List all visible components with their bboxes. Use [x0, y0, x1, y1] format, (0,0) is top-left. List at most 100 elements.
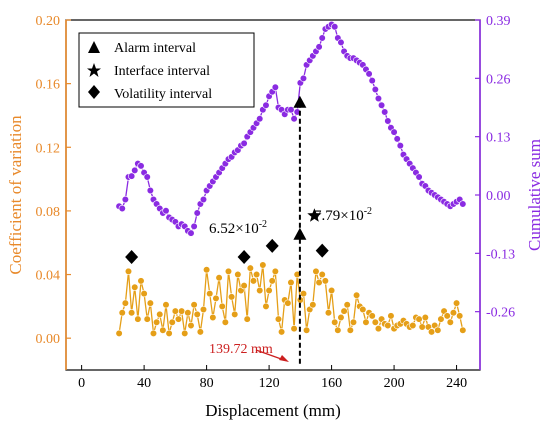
cv-point	[427, 328, 436, 336]
x-tick-label: 160	[321, 376, 342, 391]
interval-markers	[125, 95, 329, 265]
series-coefficient-of-variation	[115, 261, 467, 338]
cv-point	[240, 282, 248, 290]
cv-point	[343, 301, 351, 309]
cv-point	[143, 315, 151, 323]
cv-point	[449, 309, 458, 317]
cv-point	[184, 309, 192, 317]
cusum-point	[459, 200, 467, 208]
cv-point	[243, 315, 251, 323]
cv-point	[121, 299, 129, 307]
cusum-point	[143, 173, 151, 181]
cv-point	[346, 326, 354, 334]
cv-point	[299, 290, 308, 298]
cv-point	[224, 267, 233, 275]
cv-point	[284, 299, 292, 307]
cusum-point	[371, 85, 379, 94]
y-left-tick-label: 0.04	[36, 269, 61, 284]
series-cumulative-sum	[115, 20, 467, 237]
y-right-tick-label: -0.26	[486, 306, 515, 321]
cv-point	[418, 323, 426, 331]
diamond-marker	[265, 238, 279, 253]
cusum-point	[193, 209, 201, 217]
cv-point	[174, 315, 183, 323]
cv-point	[156, 310, 164, 318]
legend-label-volatility: Volatility interval	[114, 87, 212, 102]
cv-point	[134, 315, 142, 323]
cv-point	[259, 261, 267, 269]
x-tick-label: 0	[78, 376, 85, 391]
cv-point	[178, 307, 186, 315]
cusum-point	[240, 139, 248, 147]
cv-point	[302, 326, 311, 334]
cusum-point	[146, 186, 154, 195]
cv-point	[274, 315, 283, 323]
cv-point	[415, 315, 423, 323]
cv-point	[456, 312, 464, 320]
cusum-point	[315, 43, 323, 51]
cv-point	[352, 291, 361, 299]
cv-point	[287, 278, 295, 287]
cv-point	[131, 283, 139, 291]
legend-label-alarm: Alarm interval	[114, 41, 196, 56]
y-right-tick-label: 0.39	[486, 14, 511, 29]
cv-point	[118, 309, 126, 317]
cv-point	[409, 321, 417, 330]
cv-point	[384, 321, 392, 330]
legend-triangle-icon	[88, 41, 100, 53]
cusum-point	[162, 207, 170, 215]
x-axis-label: Displacement (mm)	[205, 401, 341, 420]
cv-point	[162, 301, 170, 309]
cusum-point	[365, 70, 373, 78]
cv-point	[153, 318, 161, 326]
cv-point	[371, 318, 379, 326]
cv-point	[193, 310, 201, 318]
cv-point	[221, 318, 229, 326]
x-axis-ticks: 0 40 80 120 160 200 240	[78, 365, 467, 391]
cv-point	[256, 286, 264, 295]
diamond-marker	[315, 243, 329, 258]
cv-point	[327, 286, 336, 295]
x-tick-label: 80	[200, 376, 214, 391]
cv-point	[262, 302, 270, 310]
cusum-point	[377, 101, 386, 109]
cv-point	[128, 309, 136, 317]
cv-point	[315, 278, 323, 287]
cusum-point	[287, 106, 295, 114]
legend-diamond-icon	[88, 85, 100, 99]
cv-point	[140, 290, 148, 298]
cv-point	[199, 305, 208, 314]
y-right-tick-label: 0.00	[486, 189, 511, 204]
y-left-tick-label: 0.12	[36, 141, 61, 156]
cusum-point	[290, 115, 298, 123]
y-right-tick-label: 0.26	[486, 72, 511, 87]
cv-point	[181, 329, 189, 338]
cv-point	[443, 312, 451, 320]
cv-point	[334, 326, 342, 334]
cv-point	[331, 318, 339, 326]
cv-point	[124, 267, 133, 275]
y-right-tick-label: 0.13	[486, 131, 511, 146]
cusum-point	[393, 135, 401, 143]
cusum-point	[199, 195, 208, 204]
label-7.79e-2: 7.79×10-2	[314, 206, 372, 224]
cusum-point	[299, 74, 308, 82]
cv-point	[146, 299, 154, 307]
cut-position-label: 139.72 mm	[209, 342, 273, 357]
y-left-tick-label: 0.00	[36, 332, 61, 347]
cv-point	[265, 286, 273, 295]
cv-point	[137, 277, 145, 285]
cv-point	[209, 313, 217, 322]
cv-point	[215, 274, 223, 282]
cv-point	[340, 307, 348, 315]
diamond-marker	[237, 250, 251, 265]
y-left-tick-label: 0.08	[36, 205, 61, 220]
cv-point	[196, 328, 204, 336]
y-left-tick-label: 0.20	[36, 14, 61, 29]
cusum-point	[368, 76, 376, 85]
cv-point	[434, 326, 442, 334]
left-axis-ticks: 0.00 0.04 0.08 0.12 0.16 0.20	[36, 14, 71, 347]
legend-star-icon	[87, 63, 101, 77]
cv-point	[171, 307, 179, 315]
